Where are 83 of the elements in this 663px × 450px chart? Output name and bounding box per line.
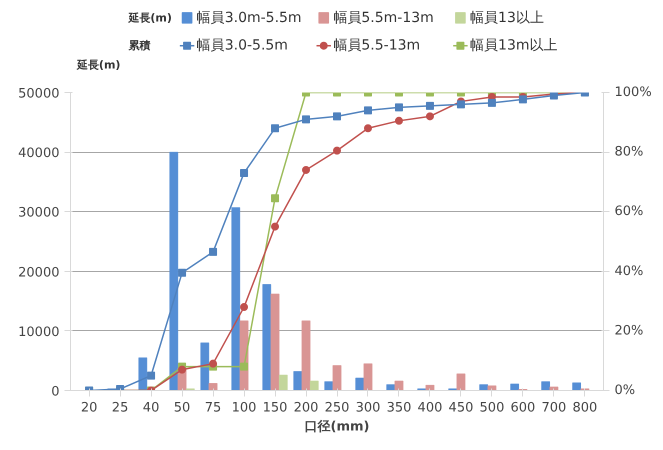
- bar: [138, 357, 148, 390]
- point: [488, 98, 496, 107]
- x-axis-title: 口径(mm): [304, 420, 370, 434]
- point: [209, 360, 218, 368]
- bar: [364, 363, 372, 390]
- bar: [332, 365, 342, 390]
- point: [178, 268, 186, 277]
- point: [302, 166, 310, 174]
- y2-tick-label: 60%: [614, 204, 644, 220]
- text: 延長(m): [127, 11, 172, 24]
- bar: [456, 374, 466, 390]
- bar: [302, 320, 310, 390]
- bar: [394, 380, 404, 390]
- bar: [541, 381, 550, 390]
- bar: [479, 384, 488, 390]
- point: [240, 362, 248, 371]
- point: [394, 103, 403, 112]
- y-axis-title: 延長(m): [76, 58, 120, 72]
- point: [394, 116, 403, 125]
- point: [240, 168, 248, 177]
- x-tick-label: 250: [324, 400, 350, 416]
- y2-tick-label: 100%: [614, 85, 652, 100]
- y-tick-label: 0: [51, 384, 60, 400]
- x-tick-label: 300: [356, 400, 380, 416]
- bar: [310, 380, 319, 390]
- bar: [270, 294, 280, 390]
- point: [178, 366, 186, 374]
- bar: [200, 342, 210, 390]
- x-tick-label: 450: [448, 400, 474, 416]
- x-tick-label: 500: [480, 400, 504, 416]
- x-tick-label: 75: [204, 400, 222, 416]
- bar: [510, 384, 520, 390]
- y-tick-label: 50000: [18, 86, 60, 102]
- point: [518, 95, 527, 104]
- x-tick-label: 400: [418, 400, 442, 416]
- x-tick-label: 50: [174, 400, 190, 416]
- point: [426, 112, 434, 120]
- point: [333, 112, 341, 120]
- x-tick-label: 150: [262, 400, 288, 416]
- point: [240, 303, 248, 312]
- x-tick-label: 40: [142, 400, 160, 416]
- point: [333, 146, 341, 155]
- point: [302, 115, 310, 124]
- legend-label: 幅員5.5-13m: [333, 38, 420, 54]
- x-tick-label: 350: [386, 400, 412, 416]
- point: [364, 106, 372, 114]
- point: [209, 248, 218, 256]
- legend-label: 幅員3.0m-5.5m: [196, 10, 302, 26]
- bar: [278, 374, 288, 390]
- bar: [324, 381, 334, 390]
- x-tick-label: 100: [232, 400, 256, 416]
- bar: [572, 382, 582, 390]
- bar: [293, 371, 302, 390]
- y-tick-label: 40000: [18, 146, 60, 162]
- y-tick-label: 20000: [18, 265, 60, 280]
- y2-tick-label: 80%: [614, 144, 644, 160]
- y-tick-label: 30000: [18, 206, 60, 221]
- point: [271, 124, 280, 132]
- point: [271, 194, 280, 202]
- point: [364, 124, 372, 132]
- y2-tick-label: 0%: [614, 383, 636, 398]
- x-tick-label: 700: [542, 400, 566, 416]
- legend-label: 幅員13以上: [470, 10, 544, 26]
- x-tick-label: 20: [80, 400, 98, 416]
- legend-label: 幅員13m以上: [470, 38, 558, 54]
- bar: [231, 207, 240, 390]
- x-tick-label: 200: [294, 400, 318, 416]
- point: [426, 102, 434, 110]
- point: [147, 372, 156, 380]
- point: [456, 100, 465, 108]
- bar: [169, 152, 178, 390]
- x-tick-label: 600: [510, 400, 536, 416]
- y2-tick-label: 40%: [614, 264, 644, 279]
- text: 累積: [127, 39, 150, 52]
- legend-label: 幅員3.0-5.5m: [196, 38, 288, 54]
- y2-tick-label: 20%: [614, 323, 644, 338]
- bar: [208, 383, 218, 390]
- point: [271, 222, 280, 231]
- legend-label: 幅員5.5m-13m: [333, 10, 434, 26]
- x-tick-label: 25: [112, 400, 128, 416]
- x-tick-label: 800: [572, 400, 598, 416]
- bar: [262, 284, 272, 390]
- y-tick-label: 10000: [18, 324, 60, 340]
